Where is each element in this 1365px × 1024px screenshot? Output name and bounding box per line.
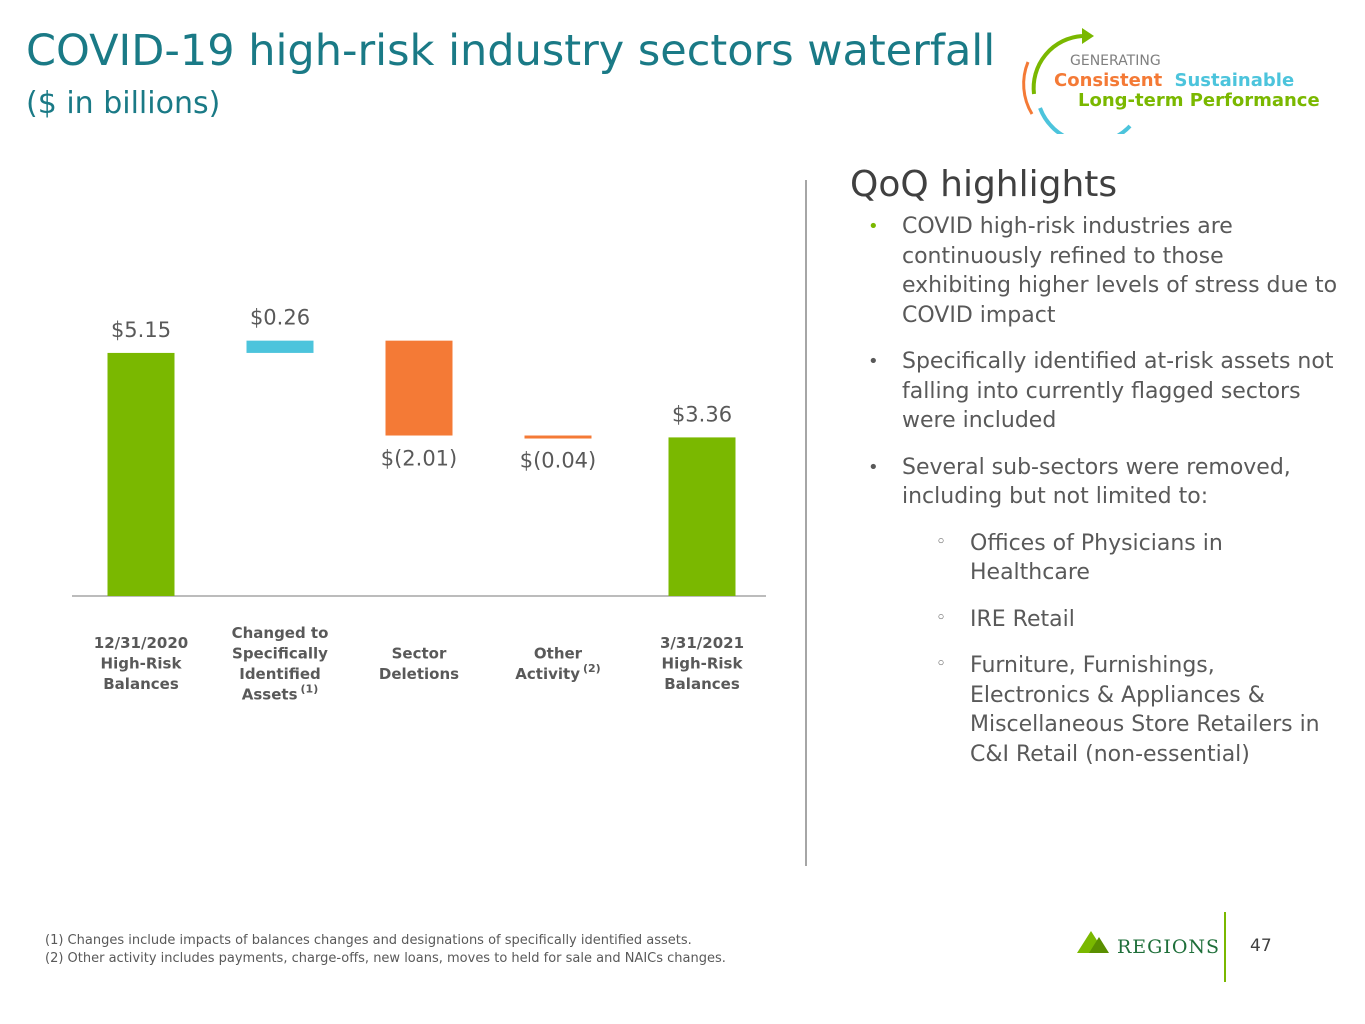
logo-sustainable: Sustainable [1175, 70, 1295, 91]
footnote-superscript: (2) [583, 662, 601, 675]
highlight-bullet: • Specifically identified at-risk assets… [868, 347, 1338, 436]
highlight-text: COVID high-risk industries are continuou… [902, 214, 1338, 328]
category-label-line: Specifically [232, 644, 328, 662]
category-label: 3/31/2021 High-Risk Balances [660, 634, 744, 693]
logo-long-term: Long-term Performance [1078, 90, 1320, 111]
footnotes: (1) Changes include impacts of balances … [45, 932, 726, 968]
sub-bullet-circle-icon: ◦ [936, 607, 947, 628]
category-label-line: High-Risk [662, 655, 744, 673]
sub-highlight-text: Furniture, Furnishings, Electronics & Ap… [970, 653, 1320, 767]
bar-value-label: $(0.04) [520, 448, 597, 472]
waterfall-bar [385, 340, 453, 436]
waterfall-bar [668, 437, 736, 596]
logo-arc-teal [1038, 107, 1132, 134]
category-label-line: Balances [664, 675, 740, 693]
category-label-line: Changed to [232, 624, 329, 642]
page-subtitle: ($ in billions) [26, 86, 221, 121]
waterfall-chart: $5.15 12/31/2020 High-Risk Balances $0.26 Cha… [72, 306, 766, 704]
bullet-dot-icon: • [868, 351, 879, 372]
category-label-line: Activity (2) [515, 662, 600, 683]
highlight-sub-bullet: ◦ Furniture, Furnishings, Electronics & … [868, 651, 1338, 769]
bar-value-label: $(2.01) [381, 447, 458, 471]
bar-value-label: $5.15 [111, 318, 171, 342]
highlight-text: Several sub-sectors were removed, includ… [902, 454, 1291, 510]
svg-text:Consistent Sustainable: Consistent Sustainable [1054, 70, 1294, 91]
highlight-sub-bullet: ◦ Offices of Physicians in Healthcare [868, 529, 1338, 588]
category-label-line: Assets (1) [242, 682, 318, 703]
highlights-title: QoQ highlights [850, 164, 1118, 205]
category-label-line: 3/31/2021 [660, 634, 744, 652]
category-label-line: Identified [239, 665, 321, 683]
logo-consistent: Consistent [1054, 70, 1163, 91]
page-number: 47 [1250, 936, 1272, 956]
category-label-line: Deletions [379, 665, 459, 683]
page-title: COVID-19 high-risk industry sectors wate… [26, 26, 996, 76]
highlight-sub-bullet: ◦ IRE Retail [868, 605, 1338, 635]
category-label: Sector Deletions [379, 644, 459, 683]
regions-logo: REGIONS [1077, 931, 1220, 958]
bar-value-label: $0.26 [250, 306, 310, 330]
highlight-text: Specifically identified at-risk assets n… [902, 349, 1334, 433]
waterfall-bar [246, 340, 314, 353]
sub-highlight-text: Offices of Physicians in Healthcare [970, 530, 1223, 586]
sub-highlight-text: IRE Retail [970, 606, 1075, 632]
category-label: Other Activity (2) [515, 644, 600, 683]
category-label-line: Balances [103, 675, 179, 693]
vertical-divider [805, 180, 807, 866]
footer-divider [1224, 912, 1226, 982]
category-label: 12/31/2020 High-Risk Balances [94, 634, 188, 693]
logo-arc-orange [1022, 61, 1034, 115]
highlight-bullet: • COVID high-risk industries are continu… [868, 212, 1338, 330]
sub-bullet-circle-icon: ◦ [936, 654, 947, 674]
highlight-bullet: • Several sub-sectors were removed, incl… [868, 453, 1338, 512]
regions-wordmark: REGIONS [1117, 936, 1220, 958]
bullet-dot-icon: • [868, 456, 879, 478]
category-label: Changed to Specifically Identified Assets (1… [232, 624, 329, 704]
category-label-line: Sector [392, 644, 447, 662]
logo-generating: GENERATING [1070, 53, 1161, 69]
footnote-2: (2) Other activity includes payments, ch… [45, 951, 726, 966]
footnote-superscript: (1) [301, 682, 319, 695]
logo-arrow-head [1082, 28, 1094, 44]
category-label-line: 12/31/2020 [94, 634, 188, 652]
bullet-dot-icon: • [868, 216, 879, 237]
category-label-line: High-Risk [101, 655, 183, 673]
footnote-1: (1) Changes include impacts of balances … [45, 933, 692, 948]
waterfall-bar [524, 435, 592, 439]
category-label-line: Other [534, 644, 583, 662]
waterfall-bar [107, 352, 175, 596]
bar-value-label: $3.36 [672, 402, 732, 426]
highlights-list: • COVID high-risk industries are continu… [868, 212, 1338, 786]
generating-performance-logo: GENERATING Consistent Sustainable Long-t… [1022, 28, 1320, 134]
sub-bullet-circle-icon: ◦ [936, 531, 947, 552]
logo-arc-green [1031, 34, 1083, 95]
